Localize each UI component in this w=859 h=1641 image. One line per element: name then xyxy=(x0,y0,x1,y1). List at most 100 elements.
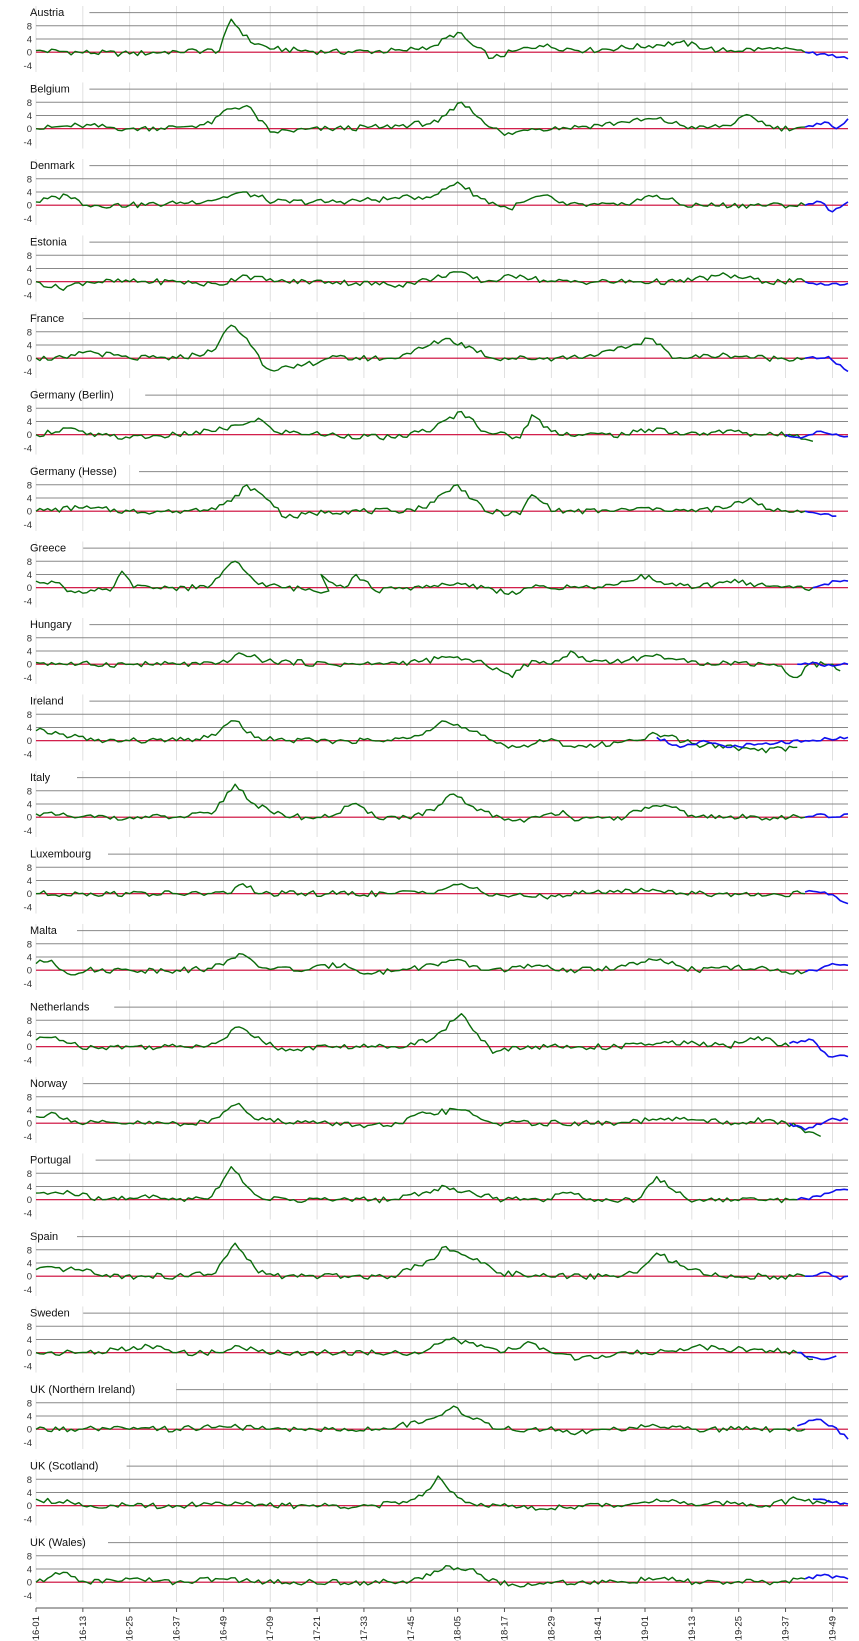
series-line-recent xyxy=(804,355,849,373)
x-tick-label: 2018-29 xyxy=(546,1616,557,1641)
series-line-recent xyxy=(804,1573,849,1580)
series-line-main xyxy=(35,271,806,291)
y-tick-label: 0 xyxy=(27,354,32,365)
y-tick-label: 8 xyxy=(27,21,32,32)
y-tick-label: 0 xyxy=(27,583,32,594)
series-line-recent xyxy=(804,118,849,130)
x-tick-label: 2019-49 xyxy=(827,1616,838,1641)
x-tick-label: 2019-37 xyxy=(781,1616,792,1641)
panel-uk-wales: UK (Wales) 8 4 0 -4 xyxy=(24,1536,849,1602)
x-tick-label: 2018-41 xyxy=(593,1616,604,1641)
y-tick-label: 0 xyxy=(27,201,32,212)
y-tick-label: -4 xyxy=(24,1514,32,1525)
y-tick-label: 8 xyxy=(27,863,32,874)
x-tick-label: 2019-13 xyxy=(687,1616,698,1641)
y-tick-label: 0 xyxy=(27,1272,32,1283)
y-tick-label: 8 xyxy=(27,480,32,491)
y-tick-label: 4 xyxy=(27,800,32,811)
y-tick-label: 4 xyxy=(27,953,32,964)
series-line-recent xyxy=(804,51,849,60)
series-line-recent xyxy=(812,1498,849,1505)
series-line-main xyxy=(35,783,806,823)
panel-title: Austria xyxy=(30,7,65,19)
series-line-main xyxy=(35,484,806,519)
y-tick-label: 4 xyxy=(27,1565,32,1576)
series-line-recent xyxy=(789,1038,849,1058)
series-line-main xyxy=(35,1242,806,1280)
panel-denmark: Denmark 8 4 0 -4 xyxy=(24,159,849,225)
panel-title: Sweden xyxy=(30,1308,70,1320)
y-tick-label: -4 xyxy=(24,1055,32,1066)
y-tick-label: 8 xyxy=(27,327,32,338)
series-line-recent xyxy=(797,1418,849,1440)
series-line-main xyxy=(35,18,806,60)
series-line-recent xyxy=(804,813,849,819)
y-tick-label: 0 xyxy=(27,1195,32,1206)
series-line-main xyxy=(35,650,841,679)
y-tick-label: 0 xyxy=(27,966,32,977)
y-tick-label: 4 xyxy=(27,1488,32,1499)
panel-estonia: Estonia 8 4 0 -4 xyxy=(24,235,849,302)
x-tick-label: 2016-25 xyxy=(125,1616,136,1641)
series-line-main xyxy=(35,1336,813,1361)
y-tick-label: 8 xyxy=(27,1016,32,1027)
y-tick-label: 8 xyxy=(27,1551,32,1562)
series-line-recent xyxy=(804,200,849,213)
y-tick-label: 4 xyxy=(27,417,32,428)
panel-uk-northern-ireland: UK (Northern Ireland) 8 4 0 -4 xyxy=(24,1383,849,1449)
y-tick-label: 4 xyxy=(27,1335,32,1346)
y-tick-label: 4 xyxy=(27,1029,32,1040)
y-tick-label: 8 xyxy=(27,404,32,415)
panel-title: Greece xyxy=(30,543,66,555)
x-tick-label: 2018-17 xyxy=(499,1616,510,1641)
panel-title: Hungary xyxy=(30,619,72,631)
y-tick-label: 0 xyxy=(27,124,32,135)
x-tick-label: 2016-13 xyxy=(78,1616,89,1641)
y-tick-label: -4 xyxy=(24,673,32,684)
series-line-recent xyxy=(804,889,849,905)
panel-luxembourg: Luxembourg 8 4 0 -4 xyxy=(24,847,849,914)
y-tick-label: -4 xyxy=(24,596,32,607)
y-tick-label: 0 xyxy=(27,736,32,747)
y-tick-label: -4 xyxy=(24,979,32,990)
panel-uk-scotland: UK (Scotland) 8 4 0 -4 xyxy=(24,1459,849,1526)
series-line-recent xyxy=(804,962,849,973)
panel-greece: Greece 8 4 0 -4 xyxy=(24,541,849,608)
x-tick-label: 2019-25 xyxy=(734,1616,745,1641)
y-tick-label: -4 xyxy=(24,290,32,301)
series-line-main xyxy=(35,1565,806,1588)
y-tick-label: -4 xyxy=(24,1438,32,1449)
panel-title: Italy xyxy=(30,772,51,784)
panel-title: Spain xyxy=(30,1231,58,1243)
y-tick-label: 4 xyxy=(27,188,32,199)
y-tick-label: 8 xyxy=(27,174,32,185)
y-tick-label: -4 xyxy=(24,1132,32,1143)
panels: Austria840-4Belgium840-4Denmark840-4Esto… xyxy=(24,6,849,1602)
y-tick-label: 4 xyxy=(27,1182,32,1193)
panel-title: Netherlands xyxy=(30,1002,90,1014)
series-line-main xyxy=(35,1013,790,1054)
y-tick-label: 8 xyxy=(27,557,32,568)
panel-germany-hesse: Germany (Hesse) 8 4 0 -4 xyxy=(24,465,848,531)
y-tick-label: -4 xyxy=(24,826,32,837)
series-line-recent xyxy=(797,1351,837,1361)
y-tick-label: 8 xyxy=(27,939,32,950)
y-tick-label: 0 xyxy=(27,430,32,441)
y-tick-label: 4 xyxy=(27,1106,32,1117)
y-tick-label: -4 xyxy=(24,214,32,225)
panel-title: Germany (Berlin) xyxy=(30,390,114,402)
series-line-main xyxy=(35,883,806,900)
series-line-main xyxy=(35,953,806,976)
y-tick-label: -4 xyxy=(24,61,32,72)
panel-title: Denmark xyxy=(30,160,75,172)
series-line-recent xyxy=(788,1117,849,1131)
series-line-main xyxy=(35,410,814,442)
y-tick-label: -4 xyxy=(24,520,32,531)
y-tick-label: 8 xyxy=(27,251,32,262)
y-tick-label: 4 xyxy=(27,647,32,658)
series-line-recent xyxy=(797,661,849,667)
panel-title: Malta xyxy=(30,925,58,937)
series-line-main xyxy=(35,1102,822,1138)
y-tick-label: 0 xyxy=(27,1501,32,1512)
